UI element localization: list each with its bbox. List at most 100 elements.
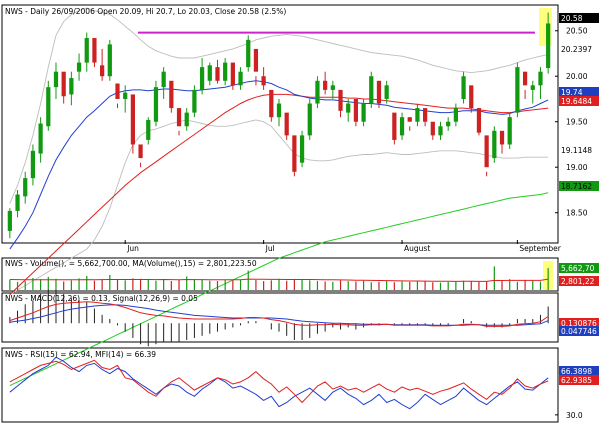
value-badge-4: 19.1148 [559, 145, 599, 155]
candle-body [453, 108, 458, 122]
candle [369, 71, 374, 109]
candle-body [461, 76, 466, 99]
candle-body [330, 85, 335, 90]
rsi-mfi-lines [9, 356, 549, 410]
rsi-panel-frame [1, 347, 559, 423]
candle-body [153, 87, 159, 122]
candle-body [292, 135, 297, 172]
candle [484, 135, 489, 177]
candle [376, 80, 382, 109]
candle [422, 108, 428, 127]
candle [69, 71, 74, 106]
candle-body [422, 108, 428, 122]
candle [492, 126, 497, 163]
value-badge-label-1: 20.2397 [561, 45, 592, 54]
price-panel-frame [1, 4, 559, 244]
candle [100, 48, 105, 81]
candle [299, 130, 305, 168]
candle [176, 108, 182, 136]
candle [307, 98, 312, 140]
value-badge-bg-2 [559, 87, 599, 97]
candle [330, 80, 335, 99]
mfi-line [9, 356, 549, 410]
candle [76, 53, 82, 81]
price-x-labels: Jun Jul August September [124, 240, 562, 253]
value-badge-3: 19.6484 [559, 96, 599, 106]
candle-body [46, 87, 51, 127]
price-tick-label: 19.00 [566, 163, 588, 172]
candle-body [346, 103, 351, 113]
volume-badges: 5,662,70 2,801,22 [559, 263, 599, 286]
candle-body [84, 38, 89, 63]
macd-lines [9, 301, 549, 327]
candle-body [507, 117, 512, 145]
candle [61, 71, 66, 104]
value-badge-m1: 0.047746 [559, 326, 599, 336]
candle-body [430, 121, 435, 136]
candle [276, 98, 282, 127]
value-badge-bg-v1 [559, 276, 599, 286]
candle [38, 117, 43, 163]
candle-body [392, 112, 397, 140]
volume-panel-title: NWS - Volume(), = 5,662,700.00, MA(Volum… [5, 259, 257, 268]
value-badge-label-5: 18.7162 [561, 182, 592, 191]
candle-body [107, 44, 112, 77]
candle [499, 130, 505, 154]
candle-body [253, 48, 259, 72]
candle [184, 108, 189, 131]
candle [146, 117, 151, 145]
price-tick-label: 18.50 [566, 209, 588, 218]
value-badge-r1: 62.9385 [559, 375, 599, 385]
candle [130, 94, 136, 154]
moving-averages [9, 80, 549, 387]
value-badge-label-2: 19.74 [561, 88, 583, 97]
value-badge-bg-r1 [559, 375, 599, 385]
value-badge-label-r0: 66.3898 [561, 367, 592, 376]
value-badge-bg-5 [559, 181, 599, 191]
candle [522, 71, 528, 99]
candle [30, 144, 36, 186]
candle-body [399, 117, 405, 136]
candle-body [284, 112, 289, 136]
candle [469, 85, 474, 113]
candle-body [307, 103, 312, 136]
rsi-tick-label: 30.0 [566, 411, 583, 420]
candle-body [315, 80, 320, 104]
price-y-ticks: 20.50 20.00 19.50 19.00 18.50 [555, 27, 588, 218]
candle [138, 144, 143, 168]
candle-body [76, 62, 82, 72]
value-badge-r0: 66.3898 [559, 366, 599, 376]
ma-red-line [9, 93, 549, 295]
candle-body [515, 67, 520, 113]
candle [515, 62, 520, 118]
candle [92, 38, 97, 68]
candle-body [130, 94, 136, 145]
candle [315, 76, 320, 109]
candle [230, 62, 235, 90]
value-badge-label-v1: 2,801,22 [561, 277, 595, 286]
candle-body [53, 71, 59, 88]
candle [338, 89, 343, 118]
candle-body [492, 130, 497, 159]
ma-green-line [9, 192, 549, 387]
value-badge-bg-0 [559, 13, 599, 23]
candle [123, 85, 128, 113]
candle [115, 83, 120, 109]
candle-body [338, 89, 343, 111]
candle-body [499, 130, 505, 145]
rsi-y-ticks: 30.0 [555, 411, 583, 420]
candle-body [246, 39, 251, 68]
volume-ma-line [9, 278, 549, 282]
candle-body [546, 23, 551, 69]
candle [430, 121, 435, 140]
value-badge-bg-m1 [559, 326, 599, 336]
bollinger-lower-line [9, 119, 549, 295]
candle-body [192, 89, 197, 113]
candle [23, 171, 28, 204]
candle [169, 80, 174, 113]
candle [538, 67, 543, 99]
candle [223, 58, 228, 86]
